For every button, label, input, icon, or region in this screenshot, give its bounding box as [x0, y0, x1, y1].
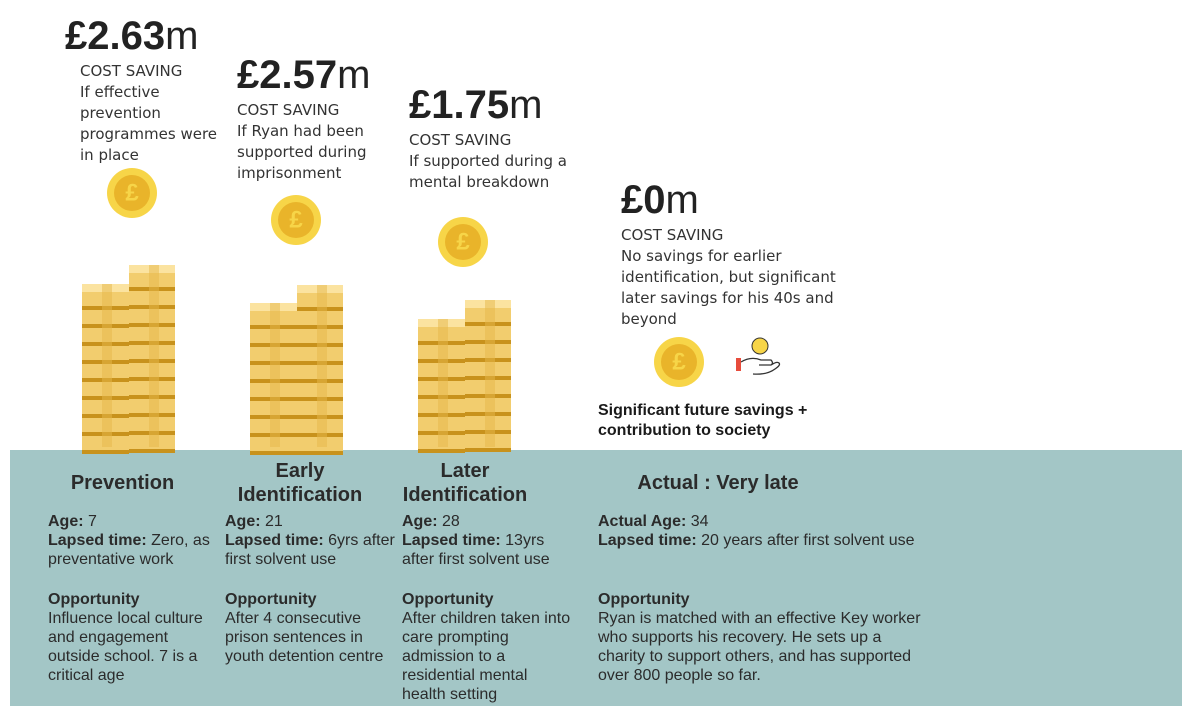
coin-stack: [418, 300, 511, 453]
age-value: 34: [691, 513, 709, 530]
cost-description: No savings for earlier identification, b…: [621, 246, 836, 330]
age-line: Age: 21: [225, 512, 397, 531]
stack-shade: [485, 300, 495, 447]
coin-symbol: £: [125, 179, 139, 206]
lapsed-line: Lapsed time: 13yrs after first solvent u…: [402, 531, 574, 569]
age-label: Age:: [402, 513, 438, 530]
opportunity-text: After 4 consecutive prison sentences in …: [225, 609, 397, 666]
age-line: Age: 7: [48, 512, 220, 531]
hand-icon: [736, 338, 780, 374]
amount-unit: m: [165, 14, 198, 58]
lapsed-label: Lapsed time:: [402, 532, 501, 549]
saving-amount: £2.63m: [65, 14, 198, 58]
opportunity-label: Opportunity: [48, 590, 220, 609]
cost-label: COST SAVING: [237, 100, 377, 121]
lapsed-label: Lapsed time:: [48, 532, 147, 549]
amount-value: £0: [621, 178, 666, 222]
stage-text: Later Identification: [380, 459, 550, 507]
cost-label: COST SAVING: [409, 130, 569, 151]
saving-amount: £0m: [621, 178, 699, 222]
age-line: Actual Age: 34: [598, 512, 928, 531]
opportunity-text: After children taken into care prompting…: [402, 609, 574, 704]
hand-coin: [752, 338, 768, 354]
age-value: 21: [265, 513, 283, 530]
coin-icon: £: [438, 217, 488, 267]
coin-icon: £: [107, 168, 157, 218]
stack-shade: [317, 285, 327, 447]
age-line: Age: 28: [402, 512, 574, 531]
infographic: £ £ £ £ Significant future savings + contri…: [0, 0, 1182, 706]
cost-block: COST SAVINGIf Ryan had been supported du…: [237, 100, 377, 184]
cost-description: If supported during a mental breakdown: [409, 151, 569, 193]
stage-text: Actual : Very late: [637, 471, 798, 495]
lapsed-label: Lapsed time:: [598, 532, 697, 549]
amount-unit: m: [666, 178, 699, 222]
amount-unit: m: [509, 83, 542, 127]
saving-amount: £2.57m: [237, 53, 370, 97]
stack-edge: [297, 451, 343, 455]
stack-shade: [102, 284, 112, 447]
stack-shade: [149, 265, 159, 447]
stack-shade: [270, 303, 280, 447]
cost-label: COST SAVING: [80, 61, 220, 82]
opportunity-text: Influence local culture and engagement o…: [48, 609, 220, 685]
lapsed-label: Lapsed time:: [225, 532, 324, 549]
cost-description: If Ryan had been supported during impris…: [237, 121, 377, 184]
stack-edge: [250, 451, 297, 455]
age-label: Age:: [48, 513, 84, 530]
amount-unit: m: [337, 53, 370, 97]
opportunity-text: Ryan is matched with an effective Key wo…: [598, 609, 928, 685]
lapsed-line: Lapsed time: 6yrs after first solvent us…: [225, 531, 397, 569]
stack-edge: [418, 449, 465, 453]
coin-icon: £: [271, 195, 321, 245]
stage-title: Early Identification: [215, 458, 385, 508]
stage-text: Early Identification: [215, 459, 385, 507]
stage-title: Actual : Very late: [598, 458, 838, 508]
age-value: 7: [88, 513, 97, 530]
coin-stack: [82, 265, 175, 454]
coin-stack: [250, 285, 343, 455]
opportunity-label: Opportunity: [402, 590, 574, 609]
amount-value: £2.57: [237, 53, 337, 97]
stack-edge: [465, 448, 511, 452]
coin-symbol: £: [672, 348, 686, 375]
saving-amount: £1.75m: [409, 83, 542, 127]
age-value: 28: [442, 513, 460, 530]
cuff: [736, 358, 741, 371]
footnote: Significant future savings + contributio…: [598, 401, 868, 441]
hand: [741, 358, 780, 374]
opportunity-label: Opportunity: [225, 590, 397, 609]
stage-title: Prevention: [40, 458, 205, 508]
stage-title: Later Identification: [380, 458, 550, 508]
cost-label: COST SAVING: [621, 225, 836, 246]
stack-edge: [82, 450, 129, 454]
coin-icon: £: [654, 337, 704, 387]
lapsed-line: Lapsed time: Zero, as preventative work: [48, 531, 220, 569]
coin-symbol: £: [289, 206, 303, 233]
cost-description: If effective prevention programmes were …: [80, 82, 220, 166]
amount-value: £2.63: [65, 14, 165, 58]
stage-text: Prevention: [71, 471, 174, 495]
lapsed-line: Lapsed time: 20 years after first solven…: [598, 531, 928, 550]
opportunity-label: Opportunity: [598, 590, 928, 609]
stack-shade: [438, 319, 448, 447]
coin-symbol: £: [456, 228, 470, 255]
age-label: Actual Age:: [598, 513, 686, 530]
lapsed-value: 20 years after first solvent use: [701, 532, 914, 549]
amount-value: £1.75: [409, 83, 509, 127]
stack-edge: [129, 449, 175, 453]
age-label: Age:: [225, 513, 261, 530]
